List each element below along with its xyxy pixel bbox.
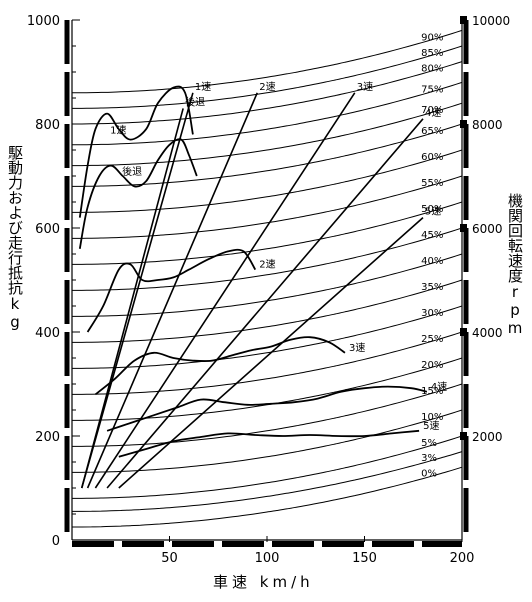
resistance-label: 80% (421, 64, 443, 75)
resistance-label: 55% (421, 178, 443, 189)
drive-force-curve (94, 336, 346, 396)
left-axis-title: 駆動力および走行抵抗kg (6, 145, 24, 331)
rpm-line (86, 92, 258, 489)
resistance-label: 0% (421, 469, 437, 480)
resistance-label: 25% (421, 334, 443, 345)
drive-force-curve (118, 429, 420, 458)
resistance-curve (72, 29, 463, 94)
right-axis-tick (460, 328, 467, 336)
resistance-label: 75% (421, 84, 443, 95)
left-tick-label: 800 (35, 118, 60, 133)
drive-force-curve (86, 248, 257, 333)
x-tick-label: 50 (161, 551, 178, 566)
right-axis-tick (460, 120, 467, 128)
right-axis-title: 機関回転速度rpm (506, 193, 524, 337)
rpm-line (106, 118, 424, 489)
left-tick-label: 0 (52, 534, 60, 549)
resistance-curve (72, 61, 463, 125)
rpm-line (80, 108, 184, 489)
rpm-line-label: 4速 (425, 107, 441, 119)
resistance-curve (72, 331, 463, 395)
x-axis-title: 車速 km/h (213, 573, 314, 591)
resistance-label: 45% (421, 230, 443, 241)
resistance-curve (72, 45, 463, 109)
resistance-curve (72, 81, 463, 146)
resistance-curve (72, 383, 463, 447)
resistance-label: 5% (421, 438, 437, 449)
right-axis-tick (460, 224, 467, 232)
rpm-line-label: 3速 (357, 81, 373, 93)
resistance-label: 35% (421, 282, 443, 293)
rpm-line-label: 1速 (195, 81, 211, 93)
right-axis-tick (460, 432, 467, 440)
left-tick-label: 200 (35, 430, 60, 445)
drive-force-curve (78, 85, 194, 218)
drive-force-label: 5速 (423, 420, 439, 432)
resistance-label: 70% (421, 105, 443, 116)
left-tick-label: 600 (35, 222, 60, 237)
x-tick-label: 200 (450, 551, 475, 566)
resistance-label: 50% (421, 204, 443, 215)
resistance-label: 90% (421, 32, 443, 43)
resistance-label: 65% (421, 126, 443, 137)
drive-force-label: 3速 (349, 342, 365, 354)
left-tick-label: 400 (35, 326, 60, 341)
resistance-label: 60% (421, 152, 443, 163)
resistance-curve (72, 279, 463, 343)
right-tick-label: 8000 (472, 118, 503, 132)
drive-force-label: 1速 (110, 125, 126, 137)
resistance-label: 10% (421, 412, 443, 423)
resistance-label: 85% (421, 48, 443, 59)
resistance-curve (71, 149, 463, 213)
resistance-curve (72, 466, 463, 528)
rpm-line (118, 217, 424, 489)
right-axis-tick (460, 16, 467, 24)
right-tick-label: 4000 (472, 326, 503, 340)
drive-force-label: 2速 (259, 259, 275, 271)
resistance-curve (72, 102, 463, 167)
drive-force-label: 4速 (431, 381, 447, 393)
right-tick-label: 6000 (472, 222, 503, 236)
drive-force-label: 後退 (122, 165, 142, 178)
rpm-line-label: 2速 (259, 81, 275, 93)
resistance-curve (72, 451, 463, 512)
rpm-line-label: 後退 (185, 95, 205, 108)
left-tick-label: 1000 (27, 14, 60, 29)
rpm-line (94, 92, 356, 489)
resistance-label: 20% (421, 360, 443, 371)
resistance-curve (72, 123, 463, 187)
resistance-curve (72, 175, 463, 239)
right-tick-label: 10000 (472, 14, 510, 28)
x-tick-label: 100 (255, 551, 280, 566)
resistance-label: 3% (421, 453, 437, 464)
x-tick-label: 150 (352, 551, 377, 566)
rpm-line (80, 92, 194, 489)
resistance-curve (72, 201, 463, 265)
rpm-line-label: 5速 (425, 206, 441, 218)
resistance-curve (72, 435, 463, 499)
drive-force-curve (106, 385, 428, 432)
resistance-label: 30% (421, 308, 443, 319)
resistance-label: 40% (421, 256, 443, 267)
right-tick-label: 2000 (472, 430, 503, 444)
drive-force-curve (78, 138, 198, 249)
resistance-label: 15% (421, 386, 443, 397)
resistance-curve (71, 305, 463, 369)
